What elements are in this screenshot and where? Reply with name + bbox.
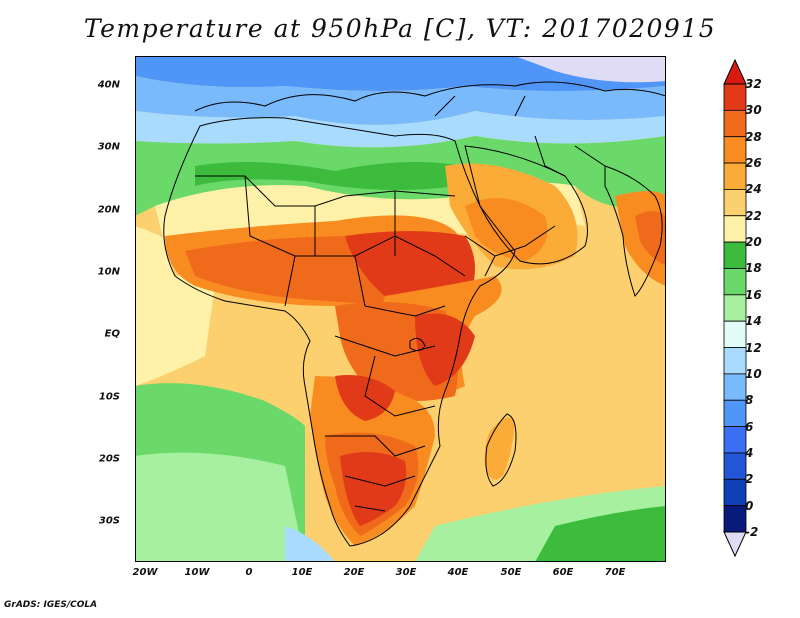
colorbar-label: 18 [745,261,762,276]
colorbar-segment [723,426,747,454]
lat-label-10n: 10N [97,266,120,278]
lake-victoria [409,337,426,352]
south-ocean-light [135,452,305,562]
lat-label-30s: 30S [98,515,120,527]
colorbar-label: 32 [745,77,762,91]
colorbar-segment [723,215,747,243]
colorbar-segment [723,109,747,138]
india-coastline [604,165,663,297]
colorbar-label: 28 [745,129,762,144]
lon-label-20e: 20E [343,567,365,578]
lat-label-eq: EQ [104,328,120,340]
colorbar-label: 10 [745,366,762,381]
lon-label-10w: 10W [184,567,210,578]
map-frame [135,56,666,562]
border-7 [434,95,606,177]
lon-label-0: 0 [245,567,253,578]
lat-label-30n: 30N [97,141,120,153]
southern-africa-deepred [340,452,407,526]
colorbar-segment [723,83,747,111]
chart-title: Temperature at 950hPa [C], VT: 201702091… [83,14,717,43]
colorbar-label: 4 [745,445,754,460]
colorbar-segments [723,83,747,533]
lat-label-10s: 10S [98,391,120,403]
arabia-coastline [464,145,588,265]
europe-lightblue [135,111,666,148]
colorbar-segment [723,136,747,164]
lon-label-70e: 70E [604,567,626,578]
colorbar-label: 14 [745,314,762,329]
south-ocean-cyan [285,526,335,562]
india-red [635,211,666,266]
lon-label-10e: 10E [291,567,313,578]
lon-label-60e: 60E [552,567,574,578]
colorbar-label: 2 [745,472,754,487]
colorbar-segment [723,399,747,427]
colorbar-segment [723,162,747,190]
colorbar-segment [723,241,747,269]
europe-blue [135,76,666,125]
lon-label-50e: 50E [500,567,522,578]
colorbar-label: 22 [745,208,762,223]
europe-blue-dark [135,56,666,91]
southeast-ocean-green2 [535,506,666,562]
africa-coastline [163,117,516,547]
east-red [415,313,475,386]
border-5 [325,435,426,512]
colorbar-label: -2 [745,525,759,539]
country-borders [163,81,666,547]
colorbar-label: 24 [745,182,762,197]
colorbar-label: 26 [745,156,762,171]
northeast-lavender [515,56,666,83]
colorbar-top-triangle [723,58,747,85]
colorbar-label: 8 [745,393,754,408]
grads-footer: GrADS: IGES/COLA [4,600,98,610]
lon-label-20w: 20W [132,567,158,578]
madagascar-orange [484,417,515,480]
colorbar-label: 6 [745,419,754,434]
colorbar-segment [723,268,747,296]
border-3 [284,191,396,307]
colorbar-segment [723,505,747,533]
lat-label-40n: 40N [97,79,120,91]
colorbar [723,58,747,558]
colorbar-segment [723,452,747,480]
colorbar-bottom-triangle [723,531,747,558]
colorbar-label: 30 [745,103,762,118]
lat-label-20n: 20N [97,204,120,216]
colorbar-label: 20 [745,235,762,250]
sahara-darkgreen [195,162,465,190]
colorbar-segment [723,373,747,401]
temperature-map [135,56,666,562]
madagascar-coastline [485,413,517,487]
lon-label-30e: 30E [395,567,417,578]
kalahari-red2 [335,375,395,421]
colorbar-label: 12 [745,340,762,355]
colorbar-label: 0 [745,498,754,513]
europe-coastline [194,81,666,112]
colorbar-segment [723,189,747,217]
colorbar-segment [723,478,747,507]
colorbar-segment [723,347,747,375]
lon-label-40e: 40E [447,567,469,578]
lat-label-20s: 20S [98,453,120,465]
border-6 [464,225,556,277]
colorbar-label: 16 [745,287,762,302]
colorbar-segment [723,294,747,322]
colorbar-segment [723,320,747,348]
